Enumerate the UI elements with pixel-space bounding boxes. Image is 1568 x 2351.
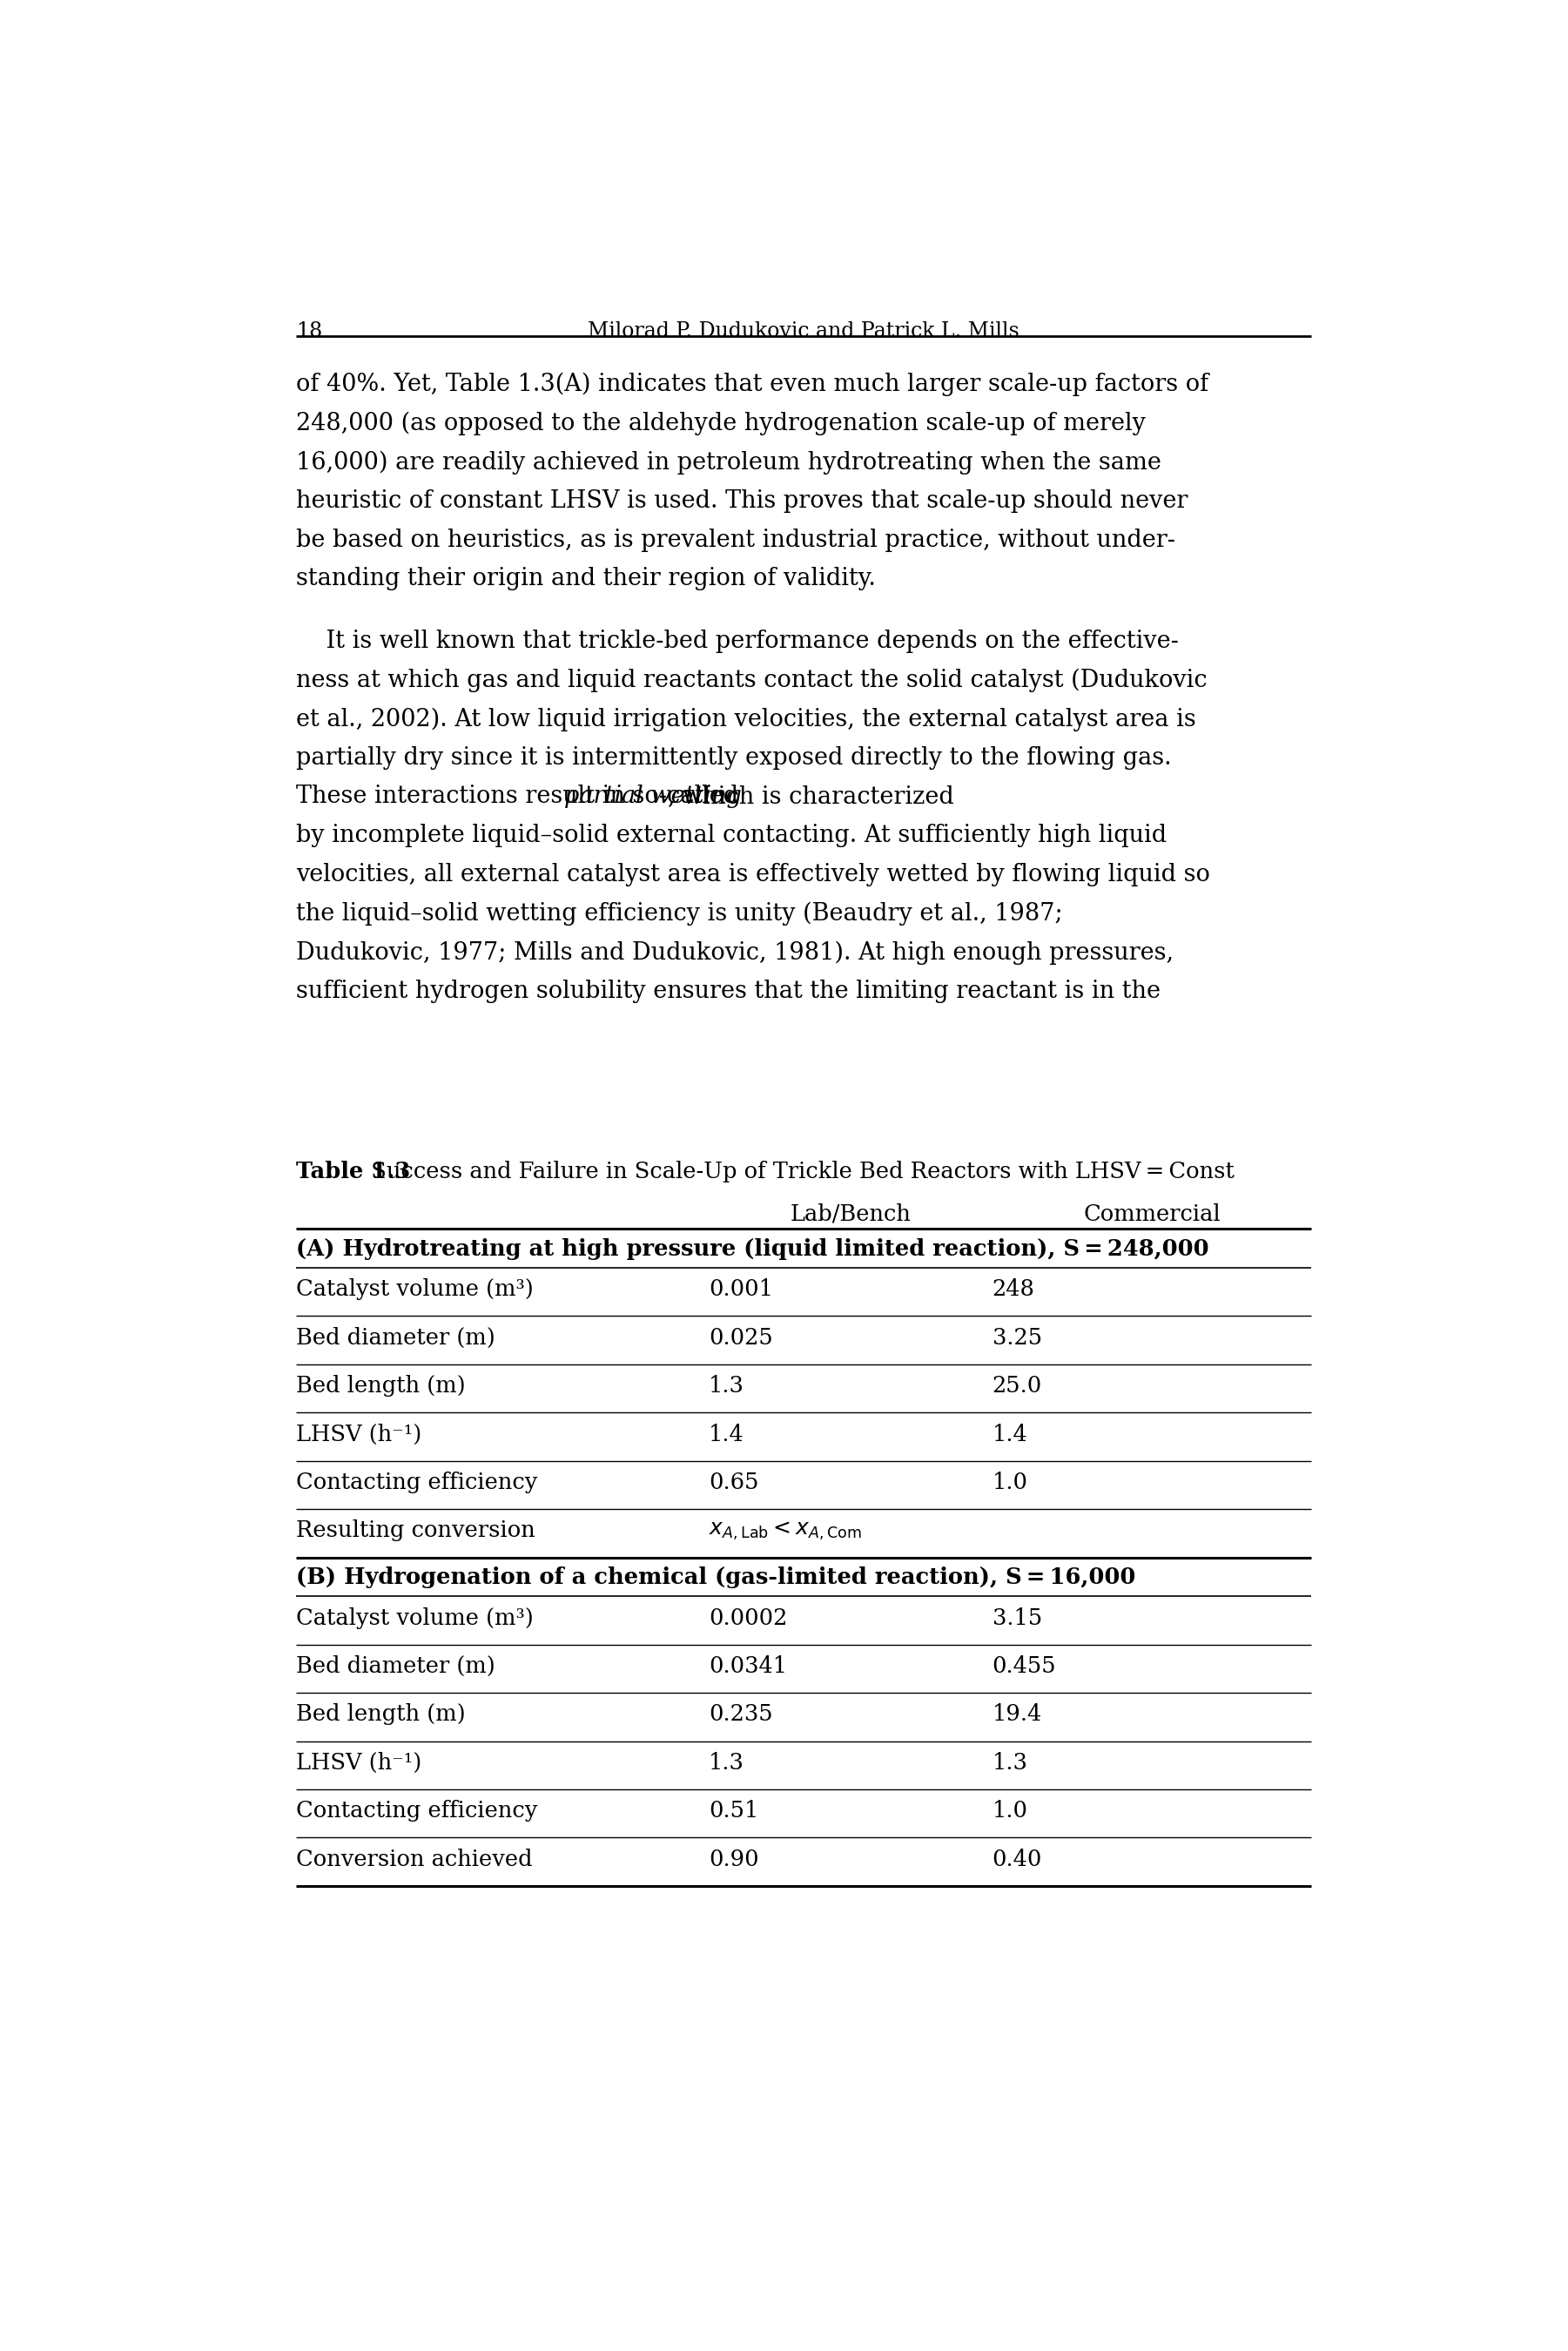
Text: Resulting conversion: Resulting conversion [296, 1519, 535, 1542]
Text: of 40%. Yet, Table 1.3(A) indicates that even much larger scale-up factors of: of 40%. Yet, Table 1.3(A) indicates that… [296, 374, 1209, 397]
Text: sufficient hydrogen solubility ensures that the limiting reactant is in the: sufficient hydrogen solubility ensures t… [296, 980, 1160, 1004]
Text: 25.0: 25.0 [993, 1375, 1043, 1396]
Text: Bed length (m): Bed length (m) [296, 1375, 466, 1396]
Text: Lab/Bench: Lab/Bench [790, 1204, 911, 1225]
Text: 1.4: 1.4 [993, 1422, 1027, 1446]
Text: It is well known that trickle-bed performance depends on the effective-: It is well known that trickle-bed perfor… [296, 630, 1179, 654]
Text: 0.235: 0.235 [709, 1704, 773, 1726]
Text: 0.025: 0.025 [709, 1326, 773, 1349]
Text: Catalyst volume (m³): Catalyst volume (m³) [296, 1279, 533, 1300]
Text: Contacting efficiency: Contacting efficiency [296, 1801, 538, 1822]
Text: These interactions result in so-called: These interactions result in so-called [296, 785, 746, 809]
Text: the liquid–solid wetting efficiency is unity (Beaudry et al., 1987;: the liquid–solid wetting efficiency is u… [296, 903, 1063, 926]
Text: 248: 248 [993, 1279, 1035, 1300]
Text: Commercial: Commercial [1083, 1204, 1220, 1225]
Text: 18: 18 [296, 322, 321, 341]
Text: 19.4: 19.4 [993, 1704, 1043, 1726]
Text: Conversion achieved: Conversion achieved [296, 1848, 533, 1869]
Text: Bed diameter (m): Bed diameter (m) [296, 1326, 495, 1349]
Text: Bed diameter (m): Bed diameter (m) [296, 1655, 495, 1676]
Text: 248,000 (as opposed to the aldehyde hydrogenation scale-up of merely: 248,000 (as opposed to the aldehyde hydr… [296, 411, 1146, 435]
Text: 0.90: 0.90 [709, 1848, 759, 1869]
Text: 1.0: 1.0 [993, 1801, 1029, 1822]
Text: 1.0: 1.0 [993, 1472, 1029, 1493]
Text: Bed length (m): Bed length (m) [296, 1704, 466, 1726]
Text: velocities, all external catalyst area is effectively wetted by flowing liquid s: velocities, all external catalyst area i… [296, 863, 1210, 886]
Text: Dudukovic, 1977; Mills and Dudukovic, 1981). At high enough pressures,: Dudukovic, 1977; Mills and Dudukovic, 19… [296, 940, 1173, 964]
Text: , which is characterized: , which is characterized [668, 785, 953, 809]
Text: 16,000) are readily achieved in petroleum hydrotreating when the same: 16,000) are readily achieved in petroleu… [296, 451, 1162, 475]
Text: by incomplete liquid–solid external contacting. At sufficiently high liquid: by incomplete liquid–solid external cont… [296, 823, 1167, 846]
Text: 0.0341: 0.0341 [709, 1655, 787, 1676]
Text: be based on heuristics, as is prevalent industrial practice, without under-: be based on heuristics, as is prevalent … [296, 529, 1174, 552]
Text: 3.25: 3.25 [993, 1326, 1041, 1349]
Text: (B) Hydrogenation of a chemical (gas-limited reaction), S = 16,000: (B) Hydrogenation of a chemical (gas-lim… [296, 1566, 1135, 1589]
Text: LHSV (h⁻¹): LHSV (h⁻¹) [296, 1422, 422, 1446]
Text: 0.0002: 0.0002 [709, 1608, 787, 1629]
Text: 1.3: 1.3 [993, 1751, 1027, 1773]
Text: 1.3: 1.3 [709, 1751, 745, 1773]
Text: partially dry since it is intermittently exposed directly to the flowing gas.: partially dry since it is intermittently… [296, 745, 1171, 769]
Text: 3.15: 3.15 [993, 1608, 1043, 1629]
Text: 0.65: 0.65 [709, 1472, 759, 1493]
Text: $x_{A,\mathrm{Lab}} < x_{A,\mathrm{Com}}$: $x_{A,\mathrm{Lab}} < x_{A,\mathrm{Com}}… [709, 1519, 861, 1542]
Text: 1.3: 1.3 [709, 1375, 745, 1396]
Text: Contacting efficiency: Contacting efficiency [296, 1472, 538, 1493]
Text: 0.455: 0.455 [993, 1655, 1057, 1676]
Text: ness at which gas and liquid reactants contact the solid catalyst (Dudukovic: ness at which gas and liquid reactants c… [296, 668, 1207, 691]
Text: Milorad P. Dudukovic and Patrick L. Mills: Milorad P. Dudukovic and Patrick L. Mill… [588, 322, 1019, 341]
Text: et al., 2002). At low liquid irrigation velocities, the external catalyst area i: et al., 2002). At low liquid irrigation … [296, 708, 1196, 731]
Text: partial wetting: partial wetting [564, 785, 742, 809]
Text: 0.001: 0.001 [709, 1279, 773, 1300]
Text: Success and Failure in Scale-Up of Trickle Bed Reactors with LHSV = Const: Success and Failure in Scale-Up of Trick… [356, 1161, 1234, 1183]
Text: standing their origin and their region of validity.: standing their origin and their region o… [296, 567, 875, 590]
Text: Catalyst volume (m³): Catalyst volume (m³) [296, 1608, 533, 1629]
Text: 1.4: 1.4 [709, 1422, 745, 1446]
Text: (A) Hydrotreating at high pressure (liquid limited reaction), S = 248,000: (A) Hydrotreating at high pressure (liqu… [296, 1239, 1209, 1260]
Text: heuristic of constant LHSV is used. This proves that scale-up should never: heuristic of constant LHSV is used. This… [296, 489, 1187, 513]
Text: 0.51: 0.51 [709, 1801, 759, 1822]
Text: Table 1.3: Table 1.3 [296, 1161, 411, 1183]
Text: 0.40: 0.40 [993, 1848, 1043, 1869]
Text: LHSV (h⁻¹): LHSV (h⁻¹) [296, 1751, 422, 1773]
